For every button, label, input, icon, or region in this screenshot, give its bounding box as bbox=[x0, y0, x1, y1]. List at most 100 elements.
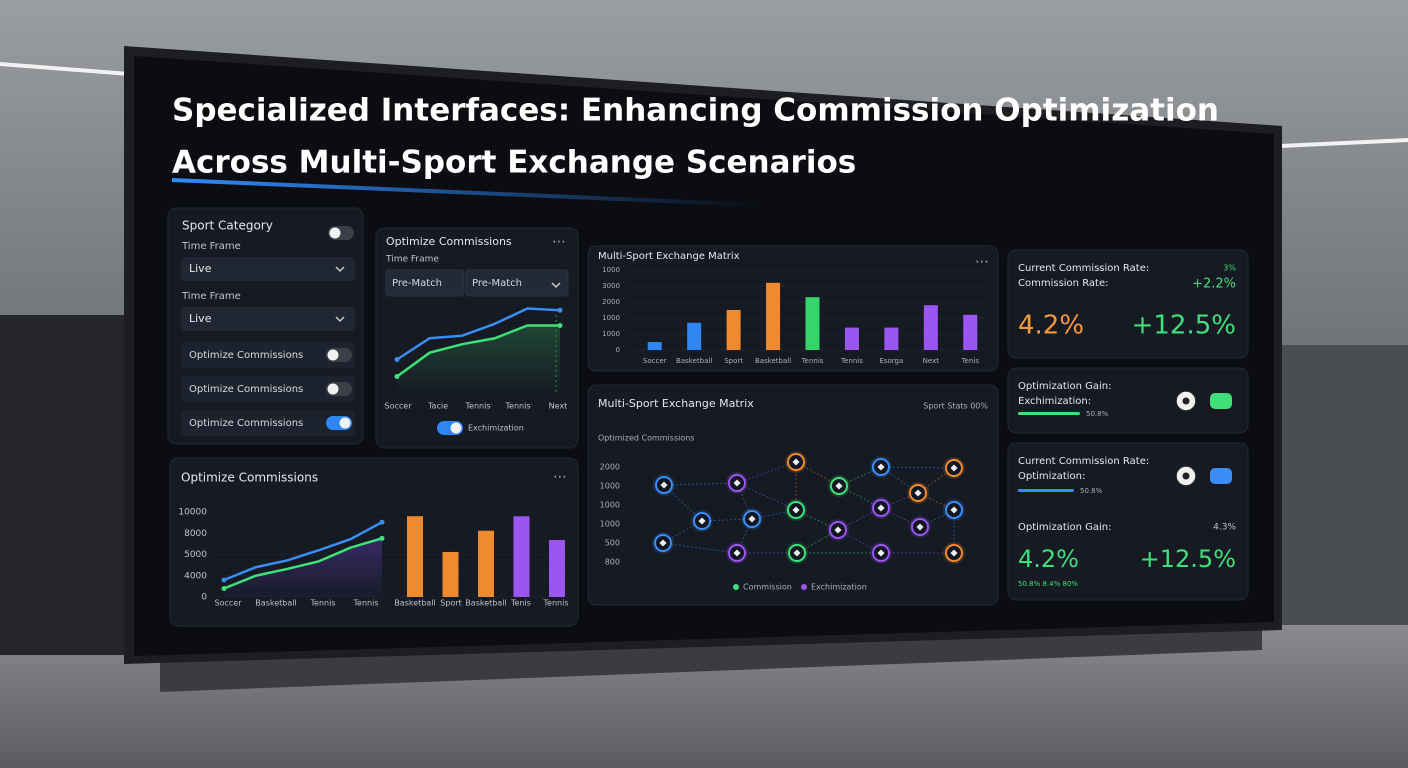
y-tick-label: 3000 bbox=[602, 282, 620, 290]
progress bbox=[1018, 412, 1080, 415]
toggle-row bbox=[181, 410, 355, 436]
panel-title: Sport Category bbox=[182, 219, 273, 233]
ball-patch bbox=[1182, 397, 1190, 405]
node-icon bbox=[950, 506, 958, 514]
bar bbox=[549, 540, 565, 597]
x-tick-label: Basketball bbox=[394, 599, 435, 608]
bar bbox=[923, 305, 938, 350]
tab bbox=[385, 269, 465, 297]
node-icon bbox=[950, 464, 958, 472]
node-icon bbox=[698, 517, 706, 525]
kpi-small: 50.8% bbox=[1086, 410, 1109, 418]
toggle-knob bbox=[450, 422, 462, 434]
x-tick-label: Next bbox=[549, 402, 568, 411]
node-icon bbox=[916, 523, 924, 531]
node-icon bbox=[950, 549, 958, 557]
kpi-delta: +2.2% bbox=[1192, 277, 1236, 292]
link bbox=[663, 482, 738, 486]
area bbox=[224, 538, 382, 597]
tab bbox=[465, 269, 569, 297]
field-label: Time Frame bbox=[181, 291, 241, 302]
server-rack bbox=[0, 315, 130, 655]
menu-icon: ⋯ bbox=[552, 234, 566, 250]
y-label: 1000 bbox=[600, 520, 620, 529]
kpi-label: Current Commission Rate: bbox=[1018, 456, 1149, 467]
toggle-row bbox=[181, 342, 355, 368]
bar bbox=[805, 297, 820, 350]
point bbox=[557, 323, 563, 328]
y-label: 2000 bbox=[600, 463, 620, 472]
y-label: 1000 bbox=[600, 482, 620, 491]
link bbox=[880, 466, 955, 469]
x-tick-label: Tennis bbox=[465, 402, 491, 411]
bar bbox=[884, 327, 899, 350]
x-tick-label: Tennis bbox=[353, 599, 379, 608]
line bbox=[223, 537, 383, 590]
y-tick-label: 1000 bbox=[602, 266, 620, 274]
node-icon bbox=[877, 463, 885, 471]
y-label: 500 bbox=[605, 539, 620, 548]
x-tick-label: Tenis bbox=[961, 357, 980, 365]
kpi-gain: +12.5% bbox=[1140, 545, 1236, 573]
x-tick-label: Esorga bbox=[879, 357, 903, 365]
y-tick-label: 1000 bbox=[602, 314, 620, 322]
node-icon bbox=[660, 481, 668, 489]
x-tick-label: Tennis bbox=[801, 357, 824, 365]
kpi-small: 3% bbox=[1223, 264, 1236, 273]
toggle-row bbox=[181, 376, 355, 402]
node-icon bbox=[659, 539, 667, 547]
line bbox=[396, 324, 560, 378]
screen-stand bbox=[160, 625, 1262, 692]
chevron bbox=[335, 316, 345, 323]
x-tick-label: Next bbox=[923, 357, 940, 365]
menu-icon: ⋯ bbox=[975, 254, 989, 270]
x-tick-label: Tennis bbox=[543, 599, 569, 608]
kpi-label: Optimization Gain: bbox=[1018, 381, 1112, 392]
bar bbox=[844, 327, 859, 350]
bar bbox=[726, 310, 741, 350]
panel-title: Multi-Sport Exchange Matrix bbox=[598, 251, 740, 262]
chevron bbox=[551, 282, 561, 289]
x-tick-label: Sport bbox=[724, 357, 743, 365]
kpi-foot: 50.8% 8.4% 80% bbox=[1018, 580, 1078, 588]
x-tick-label: Tacie bbox=[427, 402, 448, 411]
toggle-label: Exchimization bbox=[468, 424, 524, 433]
menu-icon: ⋯ bbox=[553, 469, 567, 485]
area bbox=[397, 325, 560, 395]
x-tick-label: Sport bbox=[440, 599, 461, 608]
panel bbox=[1007, 249, 1249, 359]
x-tick-label: Basketball bbox=[755, 357, 791, 365]
dashboard: Specialized Interfaces: Enhancing Commis… bbox=[167, 93, 1249, 627]
x-tick-label: Tennis bbox=[310, 599, 336, 608]
point bbox=[557, 307, 563, 313]
dropdown bbox=[181, 307, 355, 331]
y-tick-label: 2000 bbox=[602, 298, 620, 306]
x-tick-label: Tenis bbox=[510, 599, 531, 608]
y-tick-label: 8000 bbox=[184, 529, 207, 539]
kpi-gain: +12.5% bbox=[1132, 311, 1236, 341]
x-tick-label: Soccer bbox=[385, 402, 413, 411]
node-icon bbox=[792, 506, 800, 514]
ceiling-light bbox=[1279, 138, 1408, 148]
bar bbox=[478, 530, 494, 597]
node-icon bbox=[733, 549, 741, 557]
kpi-small: 4.3% bbox=[1213, 523, 1236, 533]
chevron bbox=[335, 266, 345, 273]
title-underline bbox=[171, 178, 761, 207]
line bbox=[223, 521, 383, 582]
node-icon bbox=[792, 458, 800, 466]
x-tick-label: Tennis bbox=[505, 402, 531, 411]
node-icon bbox=[877, 549, 885, 557]
kpi-label: Exchimization: bbox=[1018, 396, 1091, 407]
x-tick-label: Tennis bbox=[840, 357, 863, 365]
y-label: 1000 bbox=[600, 501, 620, 510]
panel bbox=[1007, 367, 1249, 434]
dropdown-value: Live bbox=[189, 312, 212, 325]
toggle-label: Optimize Commissions bbox=[189, 384, 303, 395]
toggle-knob bbox=[327, 383, 339, 395]
link bbox=[736, 461, 797, 484]
progress bbox=[1018, 489, 1074, 492]
kpi-label: Commission Rate: bbox=[1018, 278, 1109, 289]
point bbox=[379, 535, 385, 541]
dropdown-value: Live bbox=[189, 262, 212, 275]
